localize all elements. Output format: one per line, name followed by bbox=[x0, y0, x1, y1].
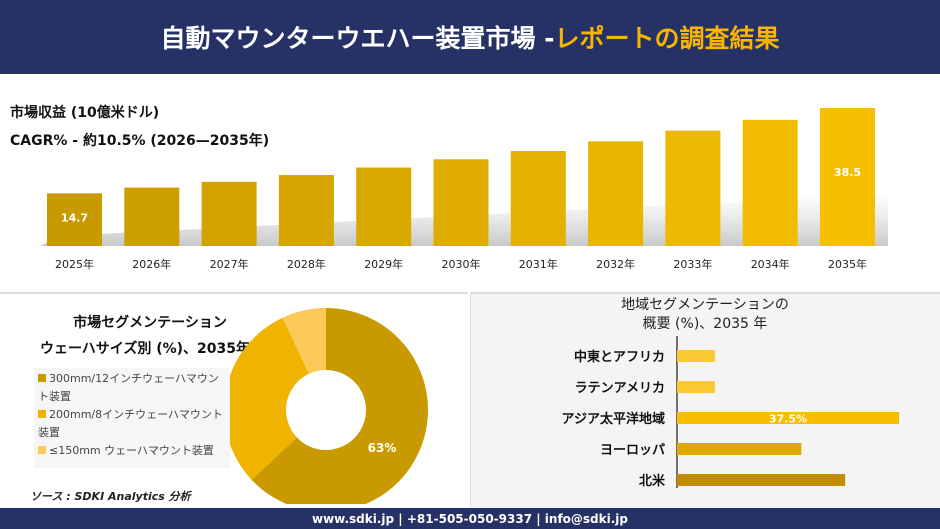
legend-label: 300mm/12インチウェーハマウント装置 bbox=[38, 372, 219, 403]
x-tick-label: 2030年 bbox=[442, 257, 481, 271]
y-tick-label: 中東とアフリカ bbox=[574, 349, 665, 365]
region-chart-title: 地域セグメンテーションの 概要 (%)、2035 年 bbox=[470, 296, 940, 334]
header-banner: 自動マウンターウエハー装置市場 - レポートの調査結果 bbox=[0, 0, 940, 74]
legend-swatch bbox=[38, 374, 46, 382]
pie-subtitle: ウェーハサイズ別 (%)、2035年 bbox=[40, 341, 250, 357]
legend-swatch bbox=[38, 446, 46, 454]
donut-data-label: 63% bbox=[368, 441, 397, 455]
bar-2034年 bbox=[742, 119, 798, 246]
bar-2025年 bbox=[47, 193, 102, 246]
bar-アジア太平洋地域 bbox=[677, 412, 899, 424]
bar-ヨーロッパ bbox=[677, 443, 802, 455]
bar-2032年 bbox=[588, 141, 644, 246]
pie-title: 市場セグメンテーション bbox=[73, 315, 227, 331]
bar-2031年 bbox=[510, 151, 566, 246]
x-tick-label: 2034年 bbox=[751, 257, 790, 271]
x-tick-label: 2031年 bbox=[519, 257, 558, 271]
bar-2035年 bbox=[820, 108, 875, 246]
y-tick-label: アジア太平洋地域 bbox=[562, 411, 665, 427]
bar-中東とアフリカ bbox=[677, 350, 715, 362]
pie-legend: 300mm/12インチウェーハマウント装置 200mm/8インチウェーハマウント… bbox=[34, 368, 230, 468]
donut-slice-0 bbox=[251, 308, 428, 504]
region-title-line1: 地域セグメンテーションの bbox=[621, 297, 789, 313]
legend-label: ≤150mm ウェーハマウント装置 bbox=[49, 444, 214, 457]
x-tick-label: 2033年 bbox=[673, 257, 712, 271]
market-revenue-label: 市場収益 (10億米ドル) bbox=[10, 105, 160, 121]
bar-2028年 bbox=[278, 175, 334, 246]
legend-item: 300mm/12インチウェーハマウント装置 bbox=[38, 370, 226, 406]
x-tick-label: 2026年 bbox=[132, 257, 171, 271]
bar-2033年 bbox=[665, 130, 721, 246]
wafer-donut-chart: 63% bbox=[230, 308, 428, 504]
legend-item: 200mm/8インチウェーハマウント装置 bbox=[38, 406, 226, 442]
donut-slice-1 bbox=[230, 317, 309, 480]
bar-北米 bbox=[677, 474, 846, 486]
source-note: ソース : SDKI Analytics 分析 bbox=[30, 490, 191, 503]
x-tick-label: 2028年 bbox=[287, 257, 326, 271]
legend-swatch bbox=[38, 410, 46, 418]
footer-contact: www.sdki.jp | +81-505-050-9337 | info@sd… bbox=[0, 508, 940, 529]
cagr-label: CAGR% - 約10.5% (2026—2035年) bbox=[10, 133, 270, 149]
y-tick-label: ヨーロッパ bbox=[600, 443, 665, 458]
bar-data-label: 37.5% bbox=[769, 413, 807, 426]
bar-ラテンアメリカ bbox=[677, 381, 715, 393]
x-tick-label: 2029年 bbox=[364, 257, 403, 271]
x-tick-label: 2027年 bbox=[210, 257, 249, 271]
legend-item: ≤150mm ウェーハマウント装置 bbox=[38, 442, 226, 460]
x-tick-label: 2032年 bbox=[596, 257, 635, 271]
bar-2027年 bbox=[201, 181, 257, 246]
legend-label: 200mm/8インチウェーハマウント装置 bbox=[38, 408, 223, 439]
donut-slice-2 bbox=[282, 308, 326, 374]
y-tick-label: 北米 bbox=[639, 473, 666, 489]
bar-2029年 bbox=[356, 167, 412, 246]
bar-2026年 bbox=[124, 187, 180, 246]
bar-data-label: 14.7 bbox=[61, 211, 88, 224]
y-tick-label: ラテンアメリカ bbox=[575, 381, 665, 396]
page-title: 自動マウンターウエハー装置市場 - bbox=[160, 24, 555, 53]
x-tick-label: 2035年 bbox=[828, 257, 867, 271]
page-title-highlight: レポートの調査結果 bbox=[554, 24, 780, 53]
region-section bbox=[470, 292, 940, 508]
revenue-bar-chart: 2025年 14.7 2026年 2027年 2028年 2029年 2030年 2031年 2… bbox=[40, 108, 888, 271]
market-revenue-section: 市場収益 (10億米ドル) CAGR% - 約10.5% (2026—2035年… bbox=[0, 74, 940, 290]
bar-2030年 bbox=[433, 159, 489, 246]
x-tick-label: 2025年 bbox=[55, 257, 94, 271]
region-title-line2: 概要 (%)、2035 年 bbox=[642, 316, 768, 332]
bar-data-label: 38.5 bbox=[834, 166, 861, 179]
